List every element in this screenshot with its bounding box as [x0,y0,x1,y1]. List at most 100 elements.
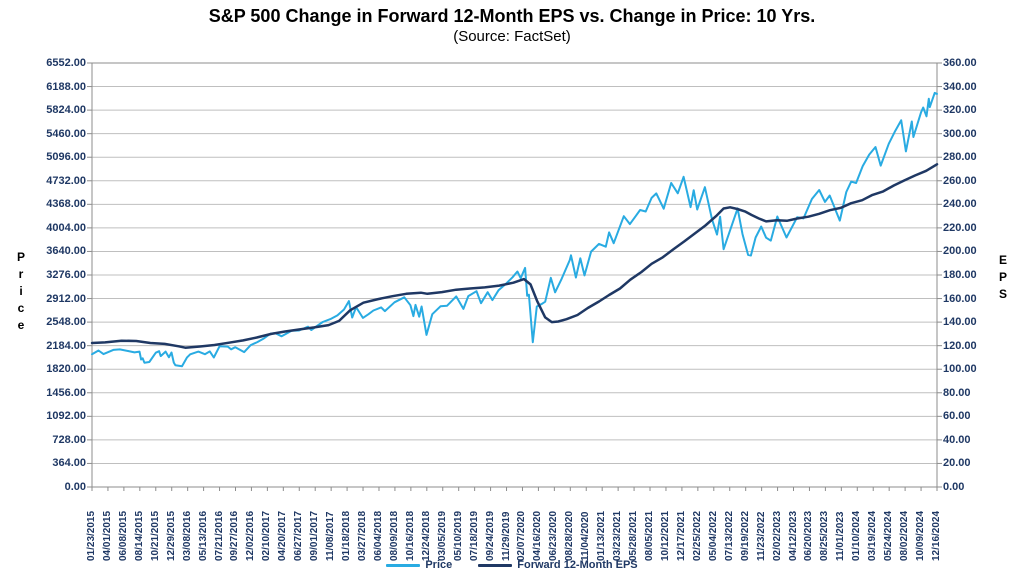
legend-item-eps: Forward 12-Month EPS [478,559,638,571]
x-tick-label: 01/13/2021 [596,510,608,561]
price-line-swatch [386,563,421,567]
x-tick-label: 06/04/2018 [372,510,384,561]
y-tick-label: 180.00 [943,269,977,281]
x-tick-label: 12/24/2018 [420,510,432,561]
x-tick-label: 07/13/2022 [723,510,735,561]
x-tick-label: 07/18/2019 [468,510,480,561]
y-tick-label: 728.00 [52,433,86,446]
y-tick-label: 120.00 [943,339,977,352]
x-tick-label: 03/08/2016 [181,510,193,561]
y-tick-label: 2548.00 [46,316,86,329]
y-tick-label: 140.00 [943,316,977,329]
x-tick-label: 05/24/2024 [883,510,895,561]
y-tick-label: 5460.00 [46,127,86,140]
x-tick-label: 10/21/2015 [149,510,161,561]
y-tick-label: 80.00 [943,386,971,399]
left-axis-tick-labels: 6552.00 6188.00 5824.00 5460.00 5096.00 4732.… [0,0,86,583]
x-tick-label: 04/16/2020 [532,510,544,561]
x-tick-label: 08/05/2021 [644,510,656,561]
plot-area [87,62,942,491]
series-line-eps [90,163,939,349]
y-tick-label: 364.00 [52,457,86,470]
y-tick-label: 300.00 [943,127,977,140]
x-tick-label: 06/08/2015 [117,510,129,561]
y-tick-label: 40.00 [943,433,971,446]
x-tick-label: 08/25/2023 [819,510,831,561]
x-tick-label: 12/02/2016 [245,510,257,561]
y-tick-label: 0.00 [64,481,86,493]
eps-line-swatch [478,563,513,567]
x-tick-label: 02/10/2017 [261,510,273,561]
x-tick-label: 11/01/2023 [835,511,847,562]
x-tick-label: 12/17/2021 [675,510,687,561]
x-tick-label: 04/20/2017 [277,510,289,561]
x-tick-label: 04/01/2015 [101,510,113,561]
x-tick-label: 11/04/2020 [580,511,592,562]
x-tick-label: 01/10/2024 [851,510,863,561]
x-tick-label: 02/07/2020 [516,510,528,561]
y-tick-label: 20.00 [943,457,971,470]
y-tick-label: 6552.00 [46,57,86,69]
x-tick-label: 07/21/2016 [213,510,225,561]
x-tick-label: 03/27/2018 [357,510,369,561]
x-tick-label: 06/20/2023 [803,510,815,561]
x-tick-label: 10/09/2024 [915,510,927,561]
chart-title: S&P 500 Change in Forward 12-Month EPS v… [208,6,816,26]
x-tick-label: 11/08/2017 [325,511,337,562]
x-tick-label: 12/16/2024 [931,510,942,561]
plot-svg [87,62,942,491]
plot-border [91,62,938,488]
x-tick-label: 09/19/2022 [739,510,751,561]
y-tick-label: 160.00 [943,292,977,305]
y-tick-label: 320.00 [943,104,977,117]
y-tick-label: 5096.00 [46,151,86,164]
y-tick-label: 60.00 [943,410,971,423]
x-tick-label: 01/23/2015 [86,510,97,561]
chart-subtitle: (Source: FactSet) [453,28,571,45]
y-tick-label: 0.00 [943,481,965,493]
y-tick-label: 3640.00 [46,245,86,258]
y-tick-label: 1092.00 [46,410,86,423]
y-tick-label: 2912.00 [46,292,86,305]
x-tick-label: 02/02/2023 [771,510,783,561]
x-tick-label: 11/29/2019 [500,511,512,562]
x-tick-label: 03/05/2019 [436,510,448,561]
x-tick-label: 05/10/2019 [452,510,464,561]
y-tick-label: 4004.00 [46,221,86,234]
legend-label-eps: Forward 12-Month EPS [517,559,638,571]
right-axis-title: EPS [996,253,1010,304]
y-tick-label: 340.00 [943,80,977,93]
y-tick-label: 220.00 [943,221,977,234]
y-tick-label: 260.00 [943,174,977,187]
x-tick-label: 01/18/2018 [341,510,353,561]
y-tick-label: 6188.00 [46,80,86,93]
x-tick-label: 05/28/2021 [628,510,640,561]
y-tick-label: 240.00 [943,198,977,211]
x-tick-label: 04/12/2023 [787,510,799,561]
y-tick-label: 4732.00 [46,174,86,187]
left-axis-title: Price [14,250,28,335]
right-axis-tick-labels: 360.00 340.00 320.00 300.00 280.00 260.00 240.… [943,0,1023,583]
x-tick-label: 05/13/2016 [197,510,209,561]
y-tick-label: 4368.00 [46,198,86,211]
y-tick-label: 2184.00 [46,339,86,352]
x-tick-label: 05/04/2022 [707,510,719,561]
x-tick-label: 09/01/2017 [309,510,321,561]
y-tick-label: 1456.00 [46,386,86,399]
y-tick-label: 200.00 [943,245,977,258]
x-tick-label: 02/25/2022 [691,510,703,561]
x-tick-label: 10/16/2018 [404,510,416,561]
x-tick-label: 09/24/2019 [484,510,496,561]
legend-item-price: Price [386,559,452,571]
x-tick-label: 09/27/2016 [229,510,241,561]
x-tick-label: 08/14/2015 [133,510,145,561]
y-tick-label: 280.00 [943,151,977,164]
x-tick-label: 06/23/2020 [548,510,560,561]
x-tick-label: 08/28/2020 [564,510,576,561]
y-tick-label: 100.00 [943,363,977,376]
x-tick-label: 12/29/2015 [165,510,177,561]
y-tick-label: 1820.00 [46,363,86,376]
legend: Price Forward 12-Month EPS [0,559,1024,571]
x-tick-label: 11/23/2022 [755,511,767,562]
